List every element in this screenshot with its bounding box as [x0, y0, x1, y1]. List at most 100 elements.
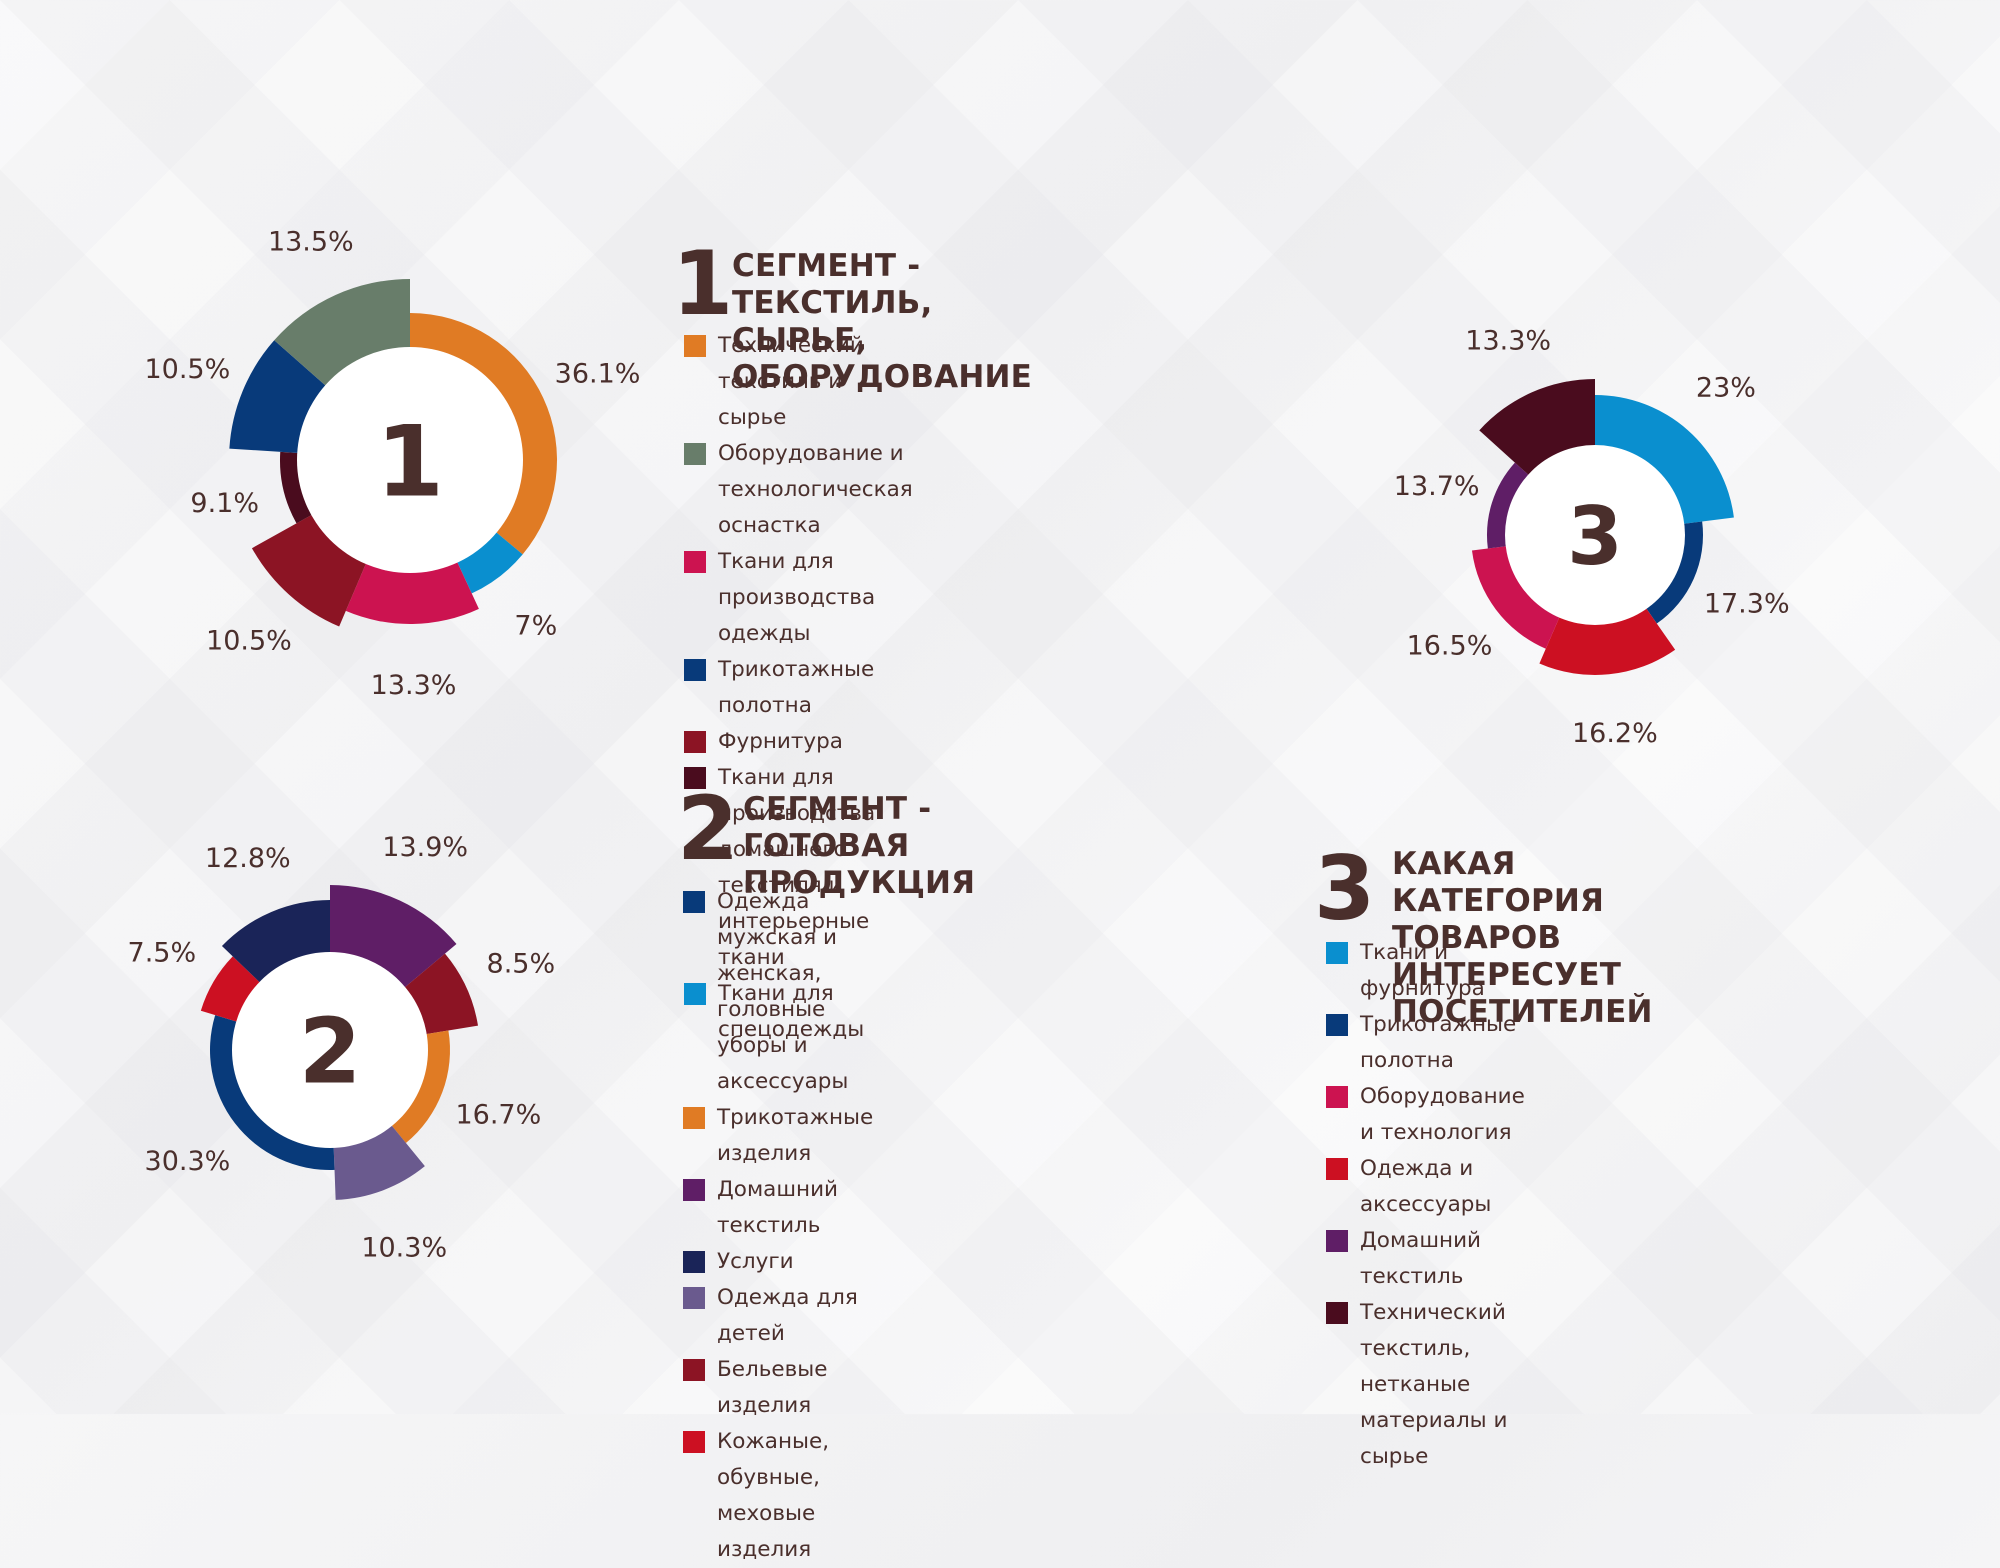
- legend-item: Трикотажные полотна: [1326, 1007, 1525, 1079]
- legend-swatch: [684, 983, 706, 1005]
- donut-center: [297, 347, 523, 573]
- segment-3-legend: Ткани и фурнитура Трикотажные полотна Обор…: [1326, 935, 1525, 1475]
- donut-center-number: 2: [299, 999, 362, 1104]
- legend-item: Услуги: [683, 1244, 873, 1280]
- slice-value-label: 9.1%: [190, 488, 259, 519]
- legend-label: Оборудование и технология: [1360, 1084, 1525, 1145]
- segment-2-title: СЕГМЕНТ - ГОТОВАЯ ПРОДУКЦИЯ: [743, 791, 976, 901]
- donut-center: [232, 952, 428, 1148]
- legend-swatch: [684, 767, 706, 789]
- legend-swatch: [683, 891, 705, 913]
- slice-value-label: 17.3%: [1704, 588, 1790, 619]
- legend-label: Ткани для производства одежды: [718, 549, 876, 646]
- legend-item: Кожаные, обувные, меховые изделия: [683, 1424, 873, 1568]
- legend-label: Трикотажные полотна: [718, 657, 875, 718]
- legend-item: Ткани для спецодежды: [684, 976, 913, 1048]
- legend-item: Технический текстиль и сырье: [684, 328, 913, 436]
- legend-item: Ткани для производства одежды: [684, 544, 913, 652]
- legend-item: Технический текстиль, нетканые материалы…: [1326, 1295, 1525, 1475]
- legend-label: Кожаные, обувные, меховые изделия: [717, 1429, 830, 1562]
- legend-item: Домашний текстиль: [1326, 1223, 1525, 1295]
- slice-value-label: 16.5%: [1407, 630, 1493, 661]
- donut-slice: [402, 953, 479, 1035]
- donut-chart-visitor-interest: 23% 17.3% 16.2% 16.5% 13.7% 13.3% 3: [1394, 325, 1790, 749]
- donut-slice: [1471, 545, 1562, 649]
- slice-value-label: 13.9%: [382, 832, 468, 863]
- slice-value-label: 30.3%: [145, 1146, 231, 1177]
- slice-value-label: 7%: [514, 610, 557, 641]
- legend-item: Ткани и фурнитура: [1326, 935, 1525, 1007]
- segment-1-number: 1: [672, 232, 734, 335]
- legend-item: Оборудование и технологическая оснастка: [684, 436, 913, 544]
- legend-item: Одежда и аксессуары: [1326, 1151, 1525, 1223]
- legend-label: Бельевые изделия: [717, 1357, 828, 1418]
- donut-center: [1505, 445, 1685, 625]
- legend-label: Услуги: [717, 1249, 794, 1274]
- legend-label: Одежда для детей: [717, 1285, 858, 1346]
- slice-value-label: 7.5%: [128, 937, 197, 968]
- legend-swatch: [683, 1251, 705, 1273]
- legend-label: Ткани для спецодежды: [718, 981, 865, 1042]
- segment-2-legend: Одежда мужская и женская, головные уборы…: [683, 884, 873, 1568]
- donut-center-number: 3: [1567, 490, 1623, 583]
- legend-label: Домашний текстиль: [1360, 1228, 1482, 1289]
- segment-3-number: 3: [1314, 837, 1376, 940]
- donut-slice: [221, 900, 330, 985]
- slice-value-label: 10.5%: [206, 625, 292, 656]
- legend-swatch: [683, 1179, 705, 1201]
- slice-value-label: 13.5%: [268, 226, 354, 257]
- donut-slice: [345, 550, 479, 624]
- legend-item: Бельевые изделия: [683, 1352, 873, 1424]
- legend-swatch: [1326, 1086, 1348, 1108]
- legend-swatch: [1326, 942, 1348, 964]
- slice-value-label: 12.8%: [205, 843, 291, 874]
- slice-value-label: 16.2%: [1572, 718, 1658, 749]
- legend-swatch: [684, 551, 706, 573]
- legend-swatch: [1326, 1014, 1348, 1036]
- legend-swatch: [684, 731, 706, 753]
- legend-item: Одежда для детей: [683, 1280, 873, 1352]
- legend-item: Оборудование и технология: [1326, 1079, 1525, 1151]
- donut-slice: [200, 956, 262, 1023]
- legend-swatch: [1326, 1230, 1348, 1252]
- legend-swatch: [1326, 1158, 1348, 1180]
- legend-label: Ткани и фурнитура: [1360, 940, 1485, 1001]
- donut-slice: [330, 885, 457, 989]
- donut-slice: [210, 1015, 335, 1170]
- legend-item: Одежда мужская и женская, головные уборы…: [683, 884, 873, 1100]
- legend-swatch: [684, 335, 706, 357]
- legend-label: Одежда мужская и женская, головные уборы…: [717, 889, 849, 1094]
- legend-item: Трикотажные изделия: [683, 1100, 873, 1172]
- donut-center-number: 1: [376, 405, 444, 519]
- slice-value-label: 13.7%: [1394, 471, 1480, 502]
- background-pattern: [0, 0, 2000, 1414]
- legend-swatch: [683, 1359, 705, 1381]
- donut-chart-segment-1: 36.1% 7% 13.3% 10.5% 9.1% 10.5% 13.5% 1: [144, 226, 640, 701]
- slice-value-label: 10.3%: [361, 1232, 447, 1263]
- legend-item: Ткани для производства домашнего текстил…: [684, 760, 913, 976]
- slice-value-label: 8.5%: [487, 948, 556, 979]
- segment-3-title: КАКАЯ КАТЕГОРИЯ ТОВАРОВ ИНТЕРЕСУЕТ ПОСЕТ…: [1392, 846, 1653, 1030]
- legend-item: Домашний текстиль: [683, 1172, 873, 1244]
- legend-swatch: [684, 659, 706, 681]
- legend-item: Трикотажные полотна: [684, 652, 913, 724]
- legend-label: Технический текстиль и сырье: [718, 333, 864, 430]
- legend-label: Домашний текстиль: [717, 1177, 839, 1238]
- legend-label: Оборудование и технологическая оснастка: [718, 441, 913, 538]
- donut-slice: [410, 313, 557, 555]
- legend-label: Одежда и аксессуары: [1360, 1156, 1492, 1217]
- legend-label: Технический текстиль, нетканые материалы…: [1360, 1300, 1508, 1469]
- segment-2-number: 2: [677, 777, 739, 880]
- slice-value-label: 10.5%: [144, 354, 230, 385]
- legend-swatch: [684, 443, 706, 465]
- legend-swatch: [683, 1287, 705, 1309]
- segment-1-title: СЕГМЕНТ - ТЕКСТИЛЬ, СЫРЬЕ, ОБОРУДОВАНИЕ: [732, 248, 1033, 395]
- legend-swatch: [1326, 1302, 1348, 1324]
- slice-value-label: 16.7%: [455, 1100, 541, 1131]
- segment-1-legend: Технический текстиль и сырье Оборудование…: [684, 328, 913, 1048]
- legend-label: Трикотажные изделия: [717, 1105, 874, 1166]
- slice-value-label: 13.3%: [371, 670, 457, 701]
- legend-item: Фурнитура: [684, 724, 913, 760]
- legend-label: Фурнитура: [718, 729, 843, 754]
- legend-label: Трикотажные полотна: [1360, 1012, 1517, 1073]
